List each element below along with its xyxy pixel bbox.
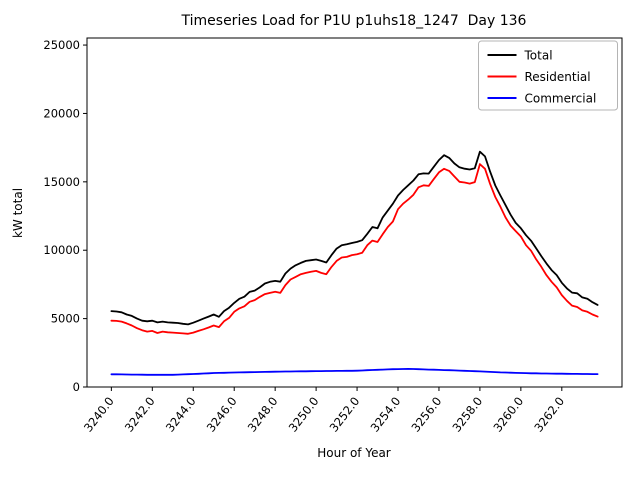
series-line-commercial bbox=[110, 367, 599, 376]
x-tick-label: 3260.0 bbox=[490, 394, 526, 434]
y-axis-label: kW total bbox=[11, 188, 25, 238]
x-tick-label: 3252.0 bbox=[327, 394, 363, 434]
x-tick-label: 3256.0 bbox=[409, 394, 445, 434]
axes-spines bbox=[86, 37, 623, 388]
series-line-total bbox=[110, 150, 599, 326]
x-tick-label: 3262.0 bbox=[531, 394, 567, 434]
x-tick-label: 3246.0 bbox=[204, 394, 240, 434]
x-tick-label: 3258.0 bbox=[449, 394, 485, 434]
x-tick-label: 3242.0 bbox=[122, 394, 158, 434]
legend-label-commercial: Commercial bbox=[525, 92, 597, 106]
x-tick-label: 3240.0 bbox=[81, 394, 117, 434]
y-tick-label: 20000 bbox=[43, 106, 80, 120]
x-tick-label: 3250.0 bbox=[286, 394, 322, 434]
x-tick-label: 3248.0 bbox=[245, 394, 281, 434]
x-tick-label: 3254.0 bbox=[368, 394, 404, 434]
legend-box bbox=[478, 40, 618, 111]
x-tick-label: 3244.0 bbox=[163, 394, 199, 434]
y-tick-label: 25000 bbox=[43, 38, 80, 52]
chart-title: Timeseries Load for P1U p1uhs18_1247 Day… bbox=[181, 13, 527, 29]
y-tick-label: 15000 bbox=[43, 175, 80, 189]
series-line-residential bbox=[110, 163, 599, 335]
legend-label-residential: Residential bbox=[525, 70, 591, 84]
legend-label-total: Total bbox=[524, 49, 553, 63]
x-axis-label: Hour of Year bbox=[317, 446, 391, 460]
y-tick-label: 5000 bbox=[51, 312, 80, 326]
y-tick-label: 0 bbox=[73, 380, 80, 394]
y-tick-label: 10000 bbox=[43, 243, 80, 257]
